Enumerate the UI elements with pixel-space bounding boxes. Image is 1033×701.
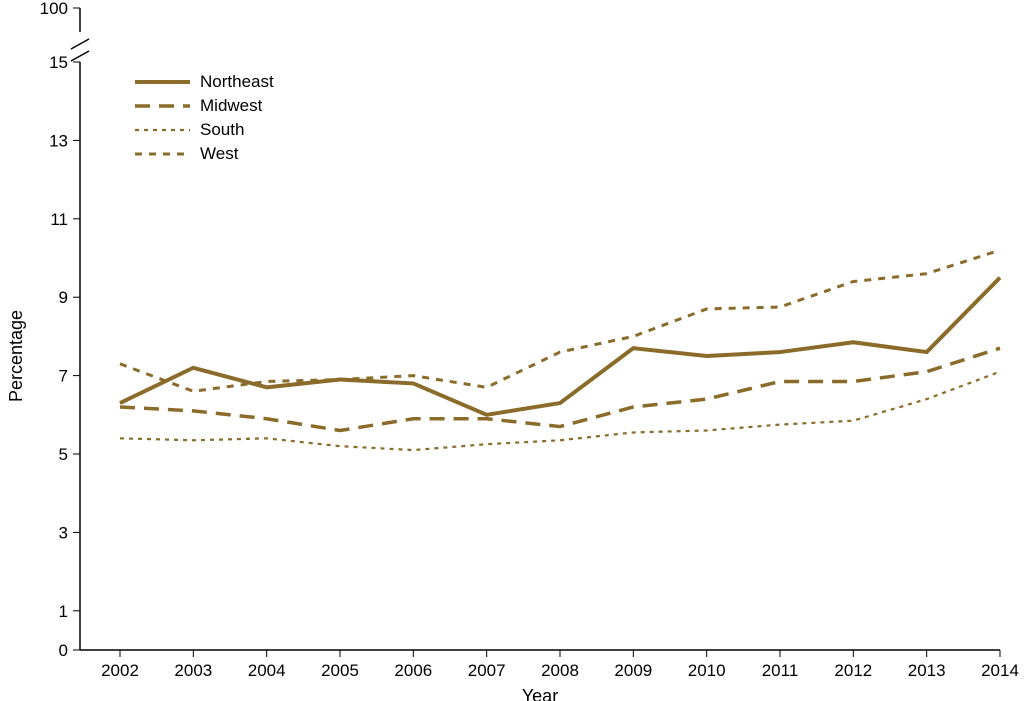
y-tick-label: 9: [59, 288, 68, 307]
x-tick-label: 2004: [248, 661, 286, 680]
legend-label: West: [200, 144, 239, 163]
y-tick-label: 0: [59, 641, 68, 660]
y-tick-label: 11: [50, 210, 68, 229]
x-tick-label: 2012: [834, 661, 872, 680]
y-tick-label-break: 100: [40, 0, 68, 18]
x-tick-label: 2006: [394, 661, 432, 680]
legend-label: Midwest: [200, 96, 263, 115]
legend-label: South: [200, 120, 244, 139]
chart-svg: 013579111315100Percentage200220032004200…: [0, 0, 1033, 701]
y-tick-label: 15: [49, 53, 68, 72]
x-tick-label: 2002: [101, 661, 139, 680]
y-tick-label: 7: [59, 367, 68, 386]
x-tick-label: 2011: [762, 661, 799, 680]
x-tick-label: 2014: [981, 661, 1019, 680]
x-tick-label: 2009: [614, 661, 652, 680]
y-tick-label: 13: [49, 131, 68, 150]
x-tick-label: 2010: [688, 661, 726, 680]
x-tick-label: 2005: [321, 661, 359, 680]
y-axis-title: Percentage: [6, 310, 26, 402]
y-tick-label: 1: [59, 602, 68, 621]
x-tick-label: 2007: [468, 661, 506, 680]
x-axis-title: Year: [522, 686, 558, 701]
y-tick-label: 5: [59, 445, 68, 464]
x-tick-label: 2013: [908, 661, 946, 680]
x-tick-label: 2003: [174, 661, 212, 680]
series-west: [120, 250, 1000, 391]
series-midwest: [120, 348, 1000, 430]
line-chart: 013579111315100Percentage200220032004200…: [0, 0, 1033, 701]
legend-label: Northeast: [200, 72, 274, 91]
x-tick-label: 2008: [541, 661, 579, 680]
y-tick-label: 3: [59, 523, 68, 542]
series-northeast: [120, 278, 1000, 415]
